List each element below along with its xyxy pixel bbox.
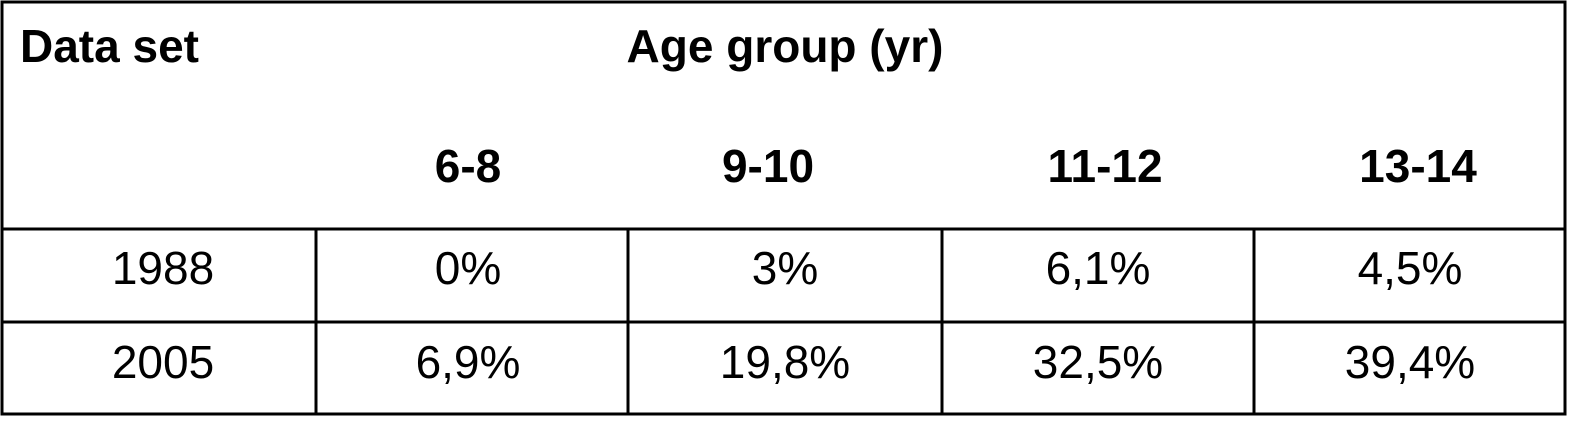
cell: 19,8%: [720, 336, 850, 388]
cell: 6,9%: [416, 336, 521, 388]
row-label: 2005: [112, 336, 214, 388]
cell: 0%: [435, 242, 501, 294]
cell: 6,1%: [1046, 242, 1151, 294]
cell: 32,5%: [1033, 336, 1163, 388]
cell: 4,5%: [1358, 242, 1463, 294]
cell: 39,4%: [1345, 336, 1475, 388]
row-label: 1988: [112, 242, 214, 294]
column-header: 9-10: [722, 140, 814, 192]
table-border: [0, 0, 1567, 416]
group-header: Age group (yr): [627, 20, 944, 72]
column-header: 11-12: [1047, 140, 1162, 192]
column-header: 6-8: [435, 140, 501, 192]
cell: 3%: [752, 242, 818, 294]
row-label-header: Data set: [20, 20, 199, 72]
column-header: 13-14: [1359, 140, 1477, 192]
